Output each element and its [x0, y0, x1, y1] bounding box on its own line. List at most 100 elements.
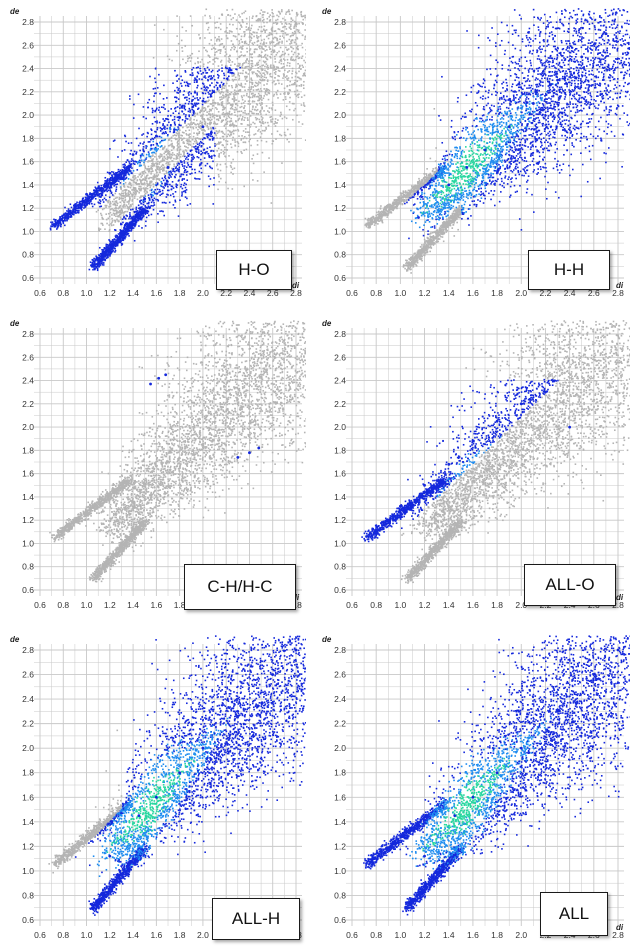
- data-point: [276, 93, 278, 96]
- data-point: [505, 78, 507, 81]
- data-point: [275, 32, 278, 35]
- data-point: [249, 103, 251, 105]
- data-point: [288, 23, 291, 25]
- data-point: [225, 30, 227, 32]
- data-point: [219, 115, 221, 117]
- data-point: [210, 155, 212, 158]
- data-point: [194, 177, 196, 180]
- data-point: [142, 200, 144, 203]
- data-point: [264, 129, 266, 132]
- data-point: [132, 162, 135, 165]
- data-point: [300, 83, 303, 86]
- data-point: [129, 191, 131, 193]
- data-point: [210, 130, 213, 133]
- data-point: [107, 184, 109, 187]
- data-point: [185, 166, 188, 169]
- data-point: [208, 60, 211, 63]
- data-point: [190, 121, 192, 124]
- data-point: [146, 168, 148, 170]
- data-point: [230, 18, 233, 21]
- data-point: [127, 173, 130, 175]
- data-point: [181, 110, 183, 112]
- data-point: [234, 35, 237, 38]
- data-point: [244, 109, 246, 112]
- data-point: [252, 162, 255, 165]
- data-point: [207, 91, 210, 94]
- data-point: [159, 166, 162, 169]
- data-point: [251, 96, 254, 99]
- data-point: [126, 215, 128, 217]
- data-point: [218, 49, 221, 51]
- data-point: [280, 21, 282, 23]
- data-point: [278, 28, 281, 31]
- data-point: [157, 199, 160, 202]
- data-point: [86, 199, 89, 202]
- data-point: [518, 65, 521, 67]
- data-point: [113, 241, 116, 244]
- data-point: [123, 203, 126, 206]
- data-point: [143, 195, 145, 197]
- data-point: [107, 248, 109, 251]
- data-point: [187, 103, 190, 105]
- data-point: [105, 199, 107, 201]
- data-point: [112, 177, 115, 180]
- data-point: [49, 227, 52, 230]
- data-point: [284, 52, 286, 55]
- data-point: [219, 117, 222, 119]
- data-point: [241, 96, 243, 99]
- data-point: [140, 164, 143, 167]
- data-point: [158, 135, 161, 138]
- data-point: [108, 196, 111, 199]
- data-point: [284, 19, 287, 21]
- data-point: [138, 191, 141, 194]
- data-point: [474, 101, 477, 104]
- data-point: [291, 70, 294, 72]
- data-point: [508, 161, 511, 164]
- data-point: [166, 158, 168, 161]
- data-point: [212, 160, 214, 163]
- data-point: [181, 79, 184, 82]
- data-point: [170, 108, 172, 110]
- data-point: [290, 42, 293, 44]
- data-point: [206, 111, 208, 113]
- data-point: [168, 58, 171, 61]
- data-point: [262, 13, 265, 16]
- data-point: [79, 202, 82, 205]
- data-point: [206, 151, 208, 153]
- data-point: [113, 219, 116, 222]
- data-point: [120, 175, 123, 178]
- data-point: [115, 201, 118, 204]
- data-point: [130, 184, 133, 187]
- data-point: [133, 193, 136, 195]
- data-point: [123, 212, 125, 214]
- data-point: [538, 119, 541, 122]
- data-point: [64, 224, 66, 227]
- data-point: [150, 204, 153, 207]
- data-point: [229, 59, 231, 62]
- data-point: [148, 177, 150, 180]
- data-point: [628, 43, 630, 46]
- data-point: [142, 143, 144, 145]
- data-point: [180, 134, 182, 137]
- data-point: [137, 93, 140, 96]
- data-point: [246, 50, 249, 53]
- data-point: [286, 61, 289, 64]
- data-point: [266, 17, 269, 20]
- data-point: [282, 63, 285, 65]
- data-point: [191, 24, 194, 27]
- data-point: [190, 126, 192, 129]
- data-point: [192, 155, 195, 158]
- data-point: [200, 145, 203, 148]
- data-point: [295, 84, 298, 87]
- data-point: [204, 108, 207, 110]
- data-point: [210, 157, 213, 159]
- data-point: [255, 118, 258, 121]
- data-point: [149, 184, 152, 187]
- data-point: [114, 176, 117, 179]
- data-point: [169, 128, 171, 131]
- data-point: [208, 75, 211, 77]
- data-point: [215, 134, 218, 137]
- data-point: [118, 240, 120, 243]
- data-point: [183, 165, 186, 167]
- data-point: [140, 206, 142, 209]
